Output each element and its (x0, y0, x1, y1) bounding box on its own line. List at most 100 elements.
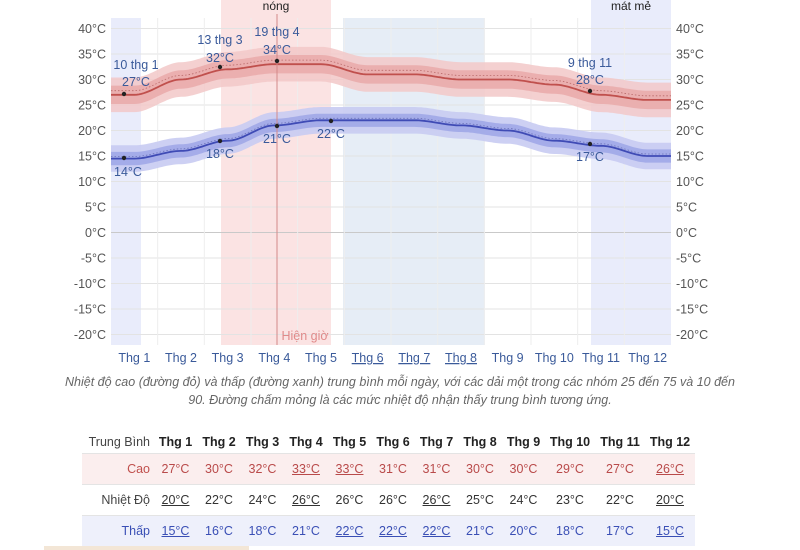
table-cell: 33°C (328, 453, 371, 485)
y-tick-label-left: 10°C (78, 175, 106, 189)
current-date-label: Hiện giờ (281, 329, 328, 343)
scroll-edge-strip (44, 546, 249, 550)
month-header: Thg 1 (158, 434, 193, 449)
y-tick-label-left: 20°C (78, 124, 106, 138)
month-label: Thg 5 (305, 351, 337, 365)
table-cell: 33°C (284, 453, 328, 485)
table-cell: 24°C (502, 484, 545, 516)
y-tick-label-left: 5°C (85, 201, 106, 215)
table-cell: 23°C (545, 484, 595, 516)
table-cell: 26°C (415, 484, 458, 516)
month-header: Thg 2 (202, 434, 236, 449)
table-cell: 18°C (241, 515, 284, 546)
month-header: Thg 9 (506, 434, 541, 449)
month-label: Thg 8 (445, 351, 477, 365)
table-cell: 30°C (502, 453, 545, 485)
y-tick-label-left: -10°C (74, 277, 106, 291)
table-cell: 21°C (458, 515, 502, 546)
high-feels-like-line (111, 59, 671, 97)
y-tick-label-left: -20°C (74, 328, 106, 342)
month-label: Thg 11 (582, 351, 620, 365)
month-header: Thg 7 (419, 434, 454, 449)
table-cell: 26°C (645, 453, 695, 485)
y-tick-label-right: 20°C (676, 124, 704, 138)
table-cell: 22°C (595, 484, 645, 516)
annotation-label: 10 thg 1 (113, 58, 158, 72)
table-cell: 30°C (458, 453, 502, 485)
month-header: Thg 10 (549, 434, 591, 449)
annotation-label: 9 thg 11 (568, 56, 612, 70)
table-cell: 26°C (284, 484, 328, 516)
annotation-point (274, 58, 280, 64)
month-label: Thg 7 (398, 351, 430, 365)
y-tick-label-right: 25°C (676, 99, 704, 113)
annotation-label: 13 thg 3 (197, 33, 242, 47)
low-feels-like-line (111, 117, 671, 157)
month-header: Thg 6 (376, 434, 410, 449)
annotation-label: 34°C (263, 43, 291, 57)
table-cell: 27°C (595, 453, 645, 485)
table-cell: 16°C (197, 515, 241, 546)
low-temp-row: Thấp 15°C 16°C 18°C 21°C 22°C 22°C 22°C … (82, 515, 695, 546)
y-tick-label-left: 15°C (78, 150, 106, 164)
table-cell: 24°C (241, 484, 284, 516)
table-cell: 21°C (284, 515, 328, 546)
table-cell: 29°C (545, 453, 595, 485)
table-cell: 26°C (328, 484, 371, 516)
y-tick-label-left: 25°C (78, 99, 106, 113)
high-temp-row: Cao 27°C 30°C 32°C 33°C 33°C 31°C 31°C 3… (82, 453, 695, 485)
month-header: Thg 3 (245, 434, 280, 449)
high-band-25-75 (111, 55, 671, 110)
month-header: Thg 8 (463, 434, 497, 449)
table-cell: 17°C (595, 515, 645, 546)
table-cell: 15°C (154, 515, 197, 546)
month-label: Thg 2 (165, 351, 197, 365)
annotation-point (274, 123, 280, 129)
table-cell: 22°C (197, 484, 241, 516)
temperature-chart: 40°C 40°C 35°C 35°C 30°C 30°C 25°C 25°C 20°C 20°C… (74, 0, 708, 365)
table-cell: 31°C (371, 453, 415, 485)
y-tick-label-left: -5°C (81, 252, 106, 266)
month-label: Thg 6 (352, 351, 384, 365)
annotation-point (121, 155, 127, 161)
annotation-point (328, 118, 334, 124)
month-label: Thg 10 (535, 351, 574, 365)
y-tick-label-left: 30°C (78, 73, 106, 87)
table-cell: 20°C (154, 484, 197, 516)
y-tick-label-right: -10°C (676, 277, 708, 291)
table-header-row: Trung Bình Thg 1 Thg 2 Thg 3 Thg 4 Thg 5… (82, 430, 695, 454)
y-tick-label-right: 35°C (676, 48, 704, 62)
table-cell: 18°C (545, 515, 595, 546)
mean-temp-row: Nhiệt Độ 20°C 22°C 24°C 26°C 26°C 26°C 2… (82, 484, 695, 516)
month-label: Thg 3 (212, 351, 244, 365)
low-temp-line (111, 119, 671, 160)
month-label: Thg 9 (492, 351, 524, 365)
table-cell: 22°C (371, 515, 415, 546)
y-tick-label-right: 0°C (676, 226, 697, 240)
y-tick-label-left: 35°C (78, 48, 106, 62)
y-tick-label-right: 40°C (676, 22, 704, 36)
annotation-point (217, 64, 223, 70)
y-tick-label-right: 15°C (676, 150, 704, 164)
annotation-label: 19 thg 4 (254, 25, 299, 39)
table-cell: 25°C (458, 484, 502, 516)
annotation-label: 28°C (576, 73, 604, 87)
annotation-label: 17°C (576, 150, 604, 164)
table-cell: 26°C (371, 484, 415, 516)
row-label: Cao (82, 453, 154, 485)
annotation-point (217, 138, 223, 144)
table-cell: 31°C (415, 453, 458, 485)
annotation-label: 27°C (122, 75, 150, 89)
y-tick-label-right: 30°C (676, 73, 704, 87)
month-label: Thg 12 (628, 351, 667, 365)
y-tick-label-left: 0°C (85, 226, 106, 240)
table-header-label: Trung Bình (88, 434, 150, 449)
table-cell: 32°C (241, 453, 284, 485)
month-header: Thg 5 (332, 434, 367, 449)
annotation-point (121, 91, 127, 97)
season-label-hot: nóng (263, 0, 290, 13)
annotation-label: 32°C (206, 51, 234, 65)
month-label: Thg 4 (258, 351, 290, 365)
y-tick-label-right: 10°C (676, 175, 704, 189)
y-tick-label-left: 40°C (78, 22, 106, 36)
